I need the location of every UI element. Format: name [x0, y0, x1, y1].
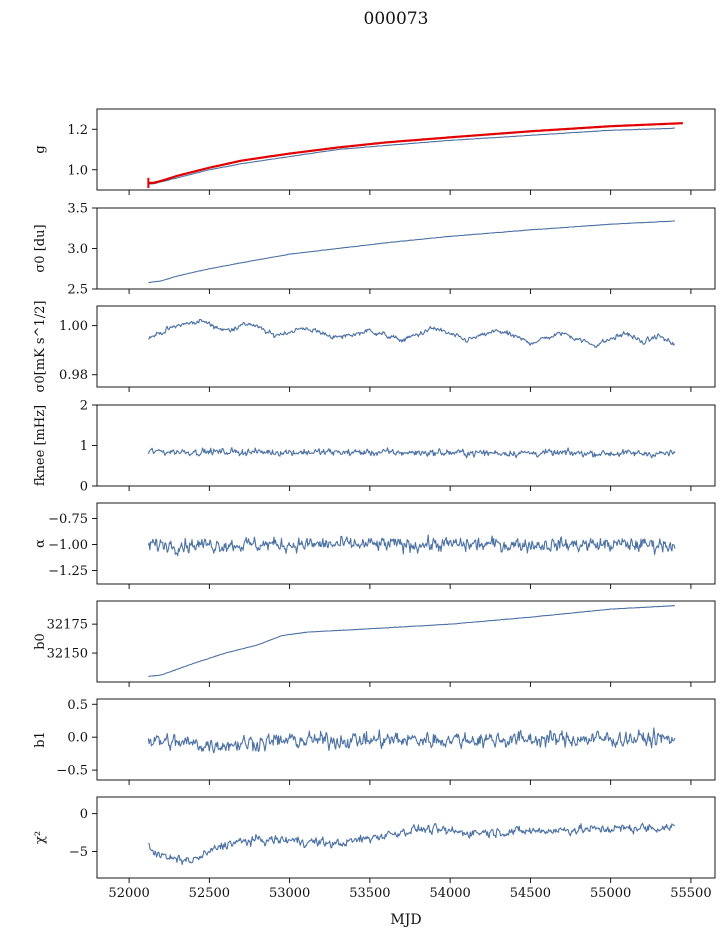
y-axis-label: α: [33, 539, 48, 548]
y-tick-label: −0.5: [56, 764, 88, 779]
y-tick-label: 1.00: [59, 319, 88, 334]
y-axis-label: b0: [33, 633, 48, 650]
y-tick-label: 0: [80, 480, 88, 495]
y-tick-label: −5: [69, 845, 88, 860]
axes-frame: [96, 600, 716, 683]
figure-title: 000073: [364, 9, 429, 29]
y-tick-label: 0.0: [67, 731, 88, 746]
series-line: [148, 318, 676, 348]
y-tick-label: 1.0: [67, 163, 88, 178]
x-tick-label: 53500: [349, 886, 390, 901]
x-tick-label: 55500: [670, 886, 711, 901]
y-tick-label: 2.5: [67, 283, 88, 298]
panel-4: 0 1 2 fknee [mHz]: [33, 399, 716, 495]
axes-frame: [96, 207, 716, 290]
plot-area: [147, 727, 676, 754]
y-tick-label: 32175: [47, 618, 88, 633]
panel-2: 2.5 3.0 3.5 σ0 [du]: [33, 202, 716, 298]
x-tick-label: 53000: [269, 886, 310, 901]
y-axis-label: σ0 [du]: [33, 224, 48, 272]
y-axis-label: fknee [mHz]: [33, 405, 48, 486]
x-tick-label: 52000: [108, 886, 149, 901]
series-line: [148, 605, 675, 677]
axes-frame: [96, 305, 716, 388]
plot-area: [147, 447, 676, 459]
y-tick-label: 1: [80, 439, 88, 454]
y-tick-label: 2: [80, 399, 88, 414]
y-tick-label: 32150: [47, 647, 88, 662]
plot-area: [148, 605, 675, 677]
y-axis-label: σ0[mK s^1/2]: [33, 301, 48, 393]
x-tick-label: 55000: [590, 886, 631, 901]
panels: 1.0 1.2 g 2.5 3.0 3.5 σ0 [du] 0.98 1.00 σ0[mK s^1…: [33, 108, 716, 901]
panel-1: 1.0 1.2 g: [33, 108, 716, 195]
y-axis-label: χ²: [33, 831, 48, 844]
plot-area: [147, 122, 683, 188]
series-line: [147, 727, 676, 754]
y-tick-label: −1.00: [48, 538, 88, 553]
y-axis-label: g: [33, 145, 48, 153]
series-line: [147, 534, 676, 557]
axes-frame: [96, 698, 716, 781]
y-tick-label: −0.75: [48, 512, 88, 527]
y-tick-label: 0: [80, 807, 88, 822]
y-tick-label: 3.0: [67, 242, 88, 257]
y-tick-label: 0.5: [67, 698, 88, 713]
fit-line: [148, 122, 683, 184]
y-tick-label: 1.2: [67, 123, 88, 138]
plot-area: [148, 318, 676, 348]
axes-frame: [96, 108, 716, 191]
plot-area: [148, 220, 675, 284]
y-tick-label: 3.5: [67, 202, 88, 217]
x-tick-label: 54000: [429, 886, 470, 901]
x-tick-label: 52500: [189, 886, 230, 901]
panel-7: −0.5 0.0 0.5 b1: [33, 698, 716, 785]
panel-3: 0.98 1.00 σ0[mK s^1/2]: [33, 301, 716, 393]
axes-frame: [96, 502, 716, 585]
y-axis-label: b1: [33, 731, 48, 748]
plot-area: [148, 822, 676, 865]
series-line: [148, 127, 675, 185]
axes-frame: [96, 796, 716, 879]
y-tick-label: 0.98: [59, 368, 88, 383]
x-axis-label: MJD: [390, 912, 421, 928]
axes-frame: [96, 404, 716, 487]
panel-8: 52000 52500 53000 53500 54000 54500 55000 55500…: [33, 796, 716, 901]
series-line: [147, 447, 676, 459]
panel-5: −1.25 −1.00 −0.75 α: [33, 502, 716, 589]
plot-area: [147, 534, 676, 557]
x-tick-label: 54500: [510, 886, 551, 901]
series-line: [148, 220, 675, 284]
y-tick-label: −1.25: [48, 564, 88, 579]
series-line: [148, 822, 676, 865]
